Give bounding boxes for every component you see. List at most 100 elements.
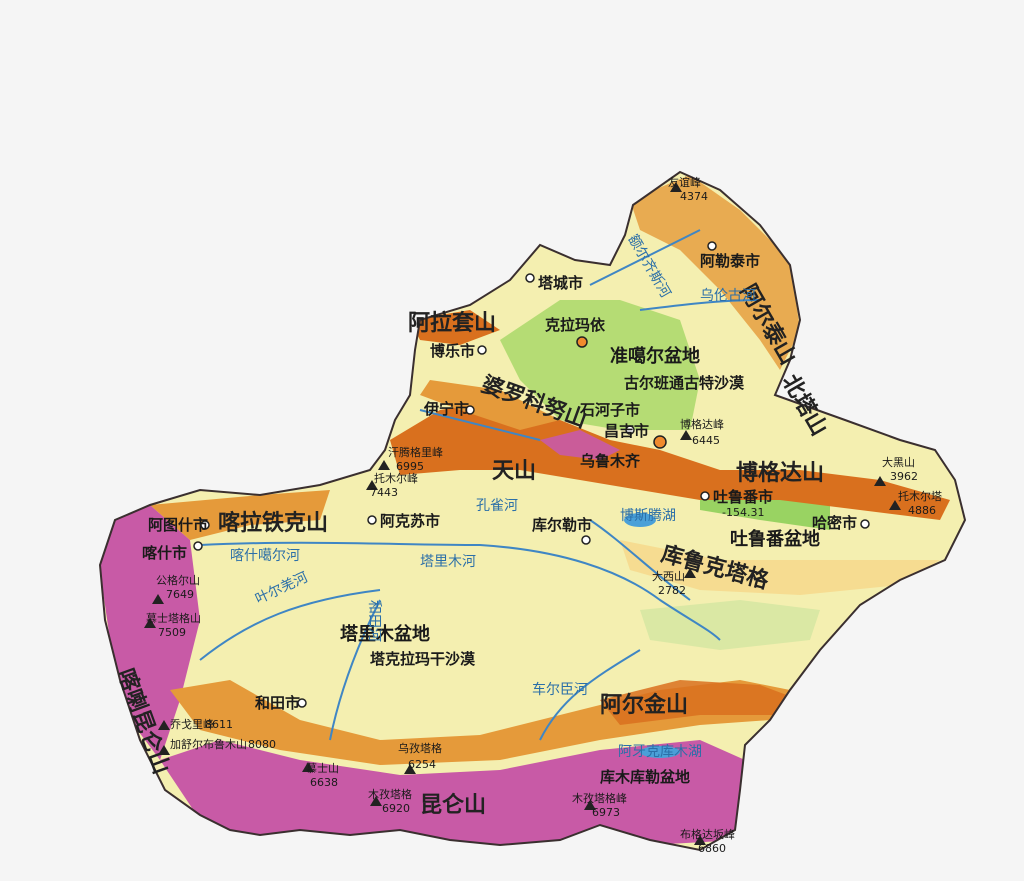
label-peak-muzishan: 慕士山	[306, 761, 339, 775]
basin-labels: 准噶尔盆地 古尔班通古特沙漠 塔里木盆地 塔克拉玛干沙漠 吐鲁番盆地 库木库勒盆…	[340, 345, 820, 786]
marker-turpan	[700, 491, 710, 501]
bosten-lake	[624, 513, 656, 527]
marker-bole	[477, 345, 487, 355]
label-river-hotan: 和田河	[366, 600, 382, 642]
rivers	[199, 229, 761, 741]
label-basin-turpan: 吐鲁番盆地	[730, 528, 820, 550]
label-peak-youyifeng: 友谊峰	[668, 175, 701, 189]
label-desert-gurbantunggut: 古尔班通古特沙漠	[624, 374, 745, 392]
label-peak-daxishan: 大西山	[652, 569, 685, 583]
city-markers	[193, 241, 870, 708]
label-korla: 库尔勒市	[532, 516, 592, 534]
peak-marker	[366, 480, 378, 490]
label-changji: 昌吉市	[604, 422, 649, 440]
peak-marker	[694, 835, 706, 845]
label-tacheng: 塔城市	[538, 274, 583, 292]
peak-marker	[684, 568, 696, 578]
altai-mountains	[630, 175, 800, 370]
label-peak-kunlun2-elev: 8080	[248, 738, 276, 751]
label-peak-kongur-elev: 7649	[166, 588, 194, 601]
ayakkum-lake	[640, 746, 680, 758]
label-range-bogdashan: 博格达山	[736, 460, 824, 486]
label-bole: 博乐市	[430, 342, 475, 360]
label-peak-tomuerta: 托木尔塔	[898, 489, 942, 503]
label-altay: 阿勒泰市	[700, 252, 760, 270]
peak-marker	[378, 460, 390, 470]
label-peak-bogda: 博格达峰	[680, 417, 724, 431]
marker-urumqi	[653, 435, 667, 449]
marker-atushi	[200, 520, 210, 530]
cherchen-river	[539, 649, 641, 741]
label-range-kunlun: 昆仑山	[420, 792, 486, 818]
marker-aksu	[367, 515, 377, 525]
label-desert-taklamakan: 塔克拉玛干沙漠	[370, 650, 476, 668]
junggar-plain	[500, 300, 700, 430]
label-peak-youyifeng-elev: 4374	[680, 190, 708, 203]
label-peak-tomur: 托木尔峰	[374, 471, 418, 485]
label-peak-muztag2-elev: 6920	[382, 802, 410, 815]
borohoro-range	[420, 380, 560, 430]
marker-yining	[465, 405, 475, 415]
label-urumqi: 乌鲁木齐	[580, 452, 641, 470]
label-peak-muztag2: 木孜塔格	[368, 787, 412, 801]
label-shihezi: 石河子市	[579, 401, 640, 419]
yarkand-river	[199, 589, 381, 661]
ili-river	[419, 409, 541, 441]
peak-marker	[302, 762, 314, 772]
marker-altay	[707, 241, 717, 251]
label-lake-bosten: 博斯腾湖	[620, 507, 676, 524]
label-peak-kunlun2: 加舒尔布鲁木山	[170, 737, 247, 751]
tianshan-band	[390, 400, 950, 520]
label-peak-bukadaban: 布格达坂峰	[680, 827, 735, 841]
label-peak-muztagh: 慕士塔格山	[146, 611, 201, 625]
peak-marker	[889, 500, 901, 510]
label-peak-hantengri: 汗腾格里峰	[388, 445, 443, 459]
label-range-tianshan: 天山	[492, 459, 536, 484]
peak-marker	[370, 796, 382, 806]
marker-kashgar	[193, 541, 203, 551]
peak-labels: 友谊峰 4374 博格达峰 6445 大黑山 3962 托木尔塔 4886 汗腾…	[146, 175, 942, 855]
label-turpan: 吐鲁番市	[713, 488, 773, 506]
marker-hotan	[297, 698, 307, 708]
label-peak-hantengri-elev: 6995	[396, 460, 424, 473]
label-peak-kunlun1-elev: 8611	[205, 718, 233, 731]
label-peak-wustagh: 乌孜塔格	[398, 741, 442, 755]
label-peak-muztagh-elev: 7509	[158, 626, 186, 639]
altun-band	[600, 680, 800, 725]
label-peak-muzishan-elev: 6638	[310, 776, 338, 789]
label-peak-daxishan-elev: 2782	[658, 584, 686, 597]
label-aksu: 阿克苏市	[380, 512, 440, 530]
label-peak-heishan-elev: 3962	[890, 470, 918, 483]
label-peak-kunlun1: 乔戈里峰	[170, 718, 214, 731]
peak-marker	[158, 720, 170, 730]
label-river-tarim: 塔里木河	[420, 554, 476, 570]
city-labels: 塔城市 克拉玛依 阿勒泰市 博乐市 伊宁市 石河子市 昌吉市 乌鲁木齐 吐鲁番市…	[142, 252, 857, 712]
tarim-river	[199, 541, 721, 641]
label-river-cherchen: 车尔臣河	[532, 681, 588, 698]
label-basin-tarim: 塔里木盆地	[340, 623, 430, 645]
label-atushi: 阿图什市	[148, 516, 208, 534]
hotan-river	[329, 599, 381, 741]
label-peak-bogda-elev: 6445	[692, 434, 720, 447]
alatau-range	[410, 310, 500, 345]
peak-marker	[144, 618, 156, 628]
label-river-kashgar: 喀什噶尔河	[230, 548, 300, 564]
label-peak-kongur: 公格尔山	[156, 573, 200, 587]
label-river-ulungur: 乌伦古河	[700, 288, 756, 304]
label-peak-wustagh-elev: 6254	[408, 758, 436, 771]
tianshan-high	[540, 430, 620, 460]
peak-marker	[404, 764, 416, 774]
label-range-kalaketai: 喀拉铁克山	[218, 510, 328, 536]
label-basin-junggar: 准噶尔盆地	[610, 345, 700, 367]
label-peak-mustag3-elev: 6973	[592, 806, 620, 819]
label-peak-heishan: 大黑山	[882, 455, 915, 469]
irtysh-river	[589, 229, 701, 286]
peak-marker	[874, 476, 886, 486]
marker-korla	[581, 535, 591, 545]
label-kashgar: 喀什市	[142, 544, 187, 562]
peak-marker	[152, 594, 164, 604]
label-basin-kumkol: 库木库勒盆地	[600, 768, 690, 786]
label-peak-mustag3: 木孜塔格峰	[572, 791, 627, 805]
peak-marker	[680, 430, 692, 440]
label-peak-tomur-elev: 7443	[370, 486, 398, 499]
